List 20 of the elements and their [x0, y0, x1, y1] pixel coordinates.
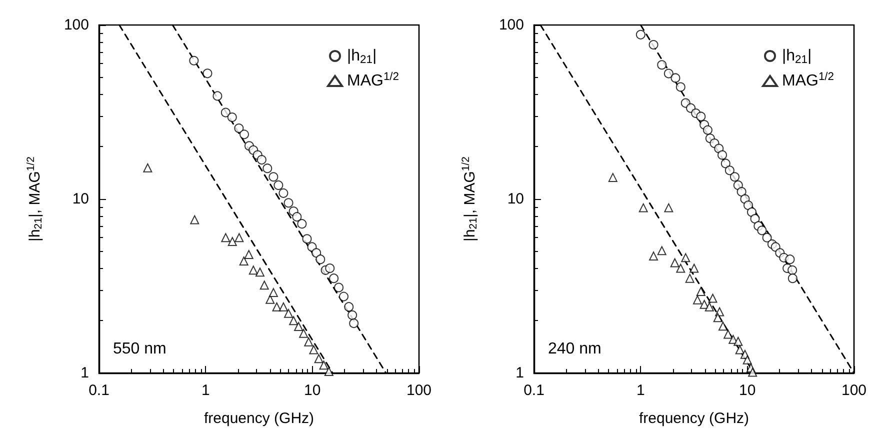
x-axis-title: frequency (GHz) — [638, 410, 750, 427]
y-tick-label: 10 — [72, 190, 89, 208]
y-axis-title: |h21|, MAG1/2 — [460, 156, 480, 242]
x-tick-label: 10 — [738, 382, 756, 399]
y-tick-label: 10 — [507, 190, 524, 208]
x-tick-label: 100 — [841, 382, 867, 399]
x-tick-label: 100 — [406, 382, 432, 399]
x-axis-title: frequency (GHz) — [204, 410, 314, 427]
y-tick-label: 100 — [64, 16, 89, 34]
x-tick-label: 1 — [636, 382, 645, 399]
y-tick-label: 100 — [498, 16, 524, 34]
annotation: 240 nm — [548, 340, 602, 358]
y-tick-label: 1 — [516, 364, 524, 382]
y-tick-label: 1 — [80, 364, 89, 382]
y-axis-title: |h21|, MAG1/2 — [25, 156, 44, 242]
x-tick-label: 0.1 — [524, 382, 544, 399]
x-tick-label: 1 — [201, 382, 210, 399]
x-tick-label: 0.1 — [88, 382, 110, 399]
x-tick-label: 10 — [304, 382, 321, 399]
annotation: 550 nm — [113, 340, 166, 358]
